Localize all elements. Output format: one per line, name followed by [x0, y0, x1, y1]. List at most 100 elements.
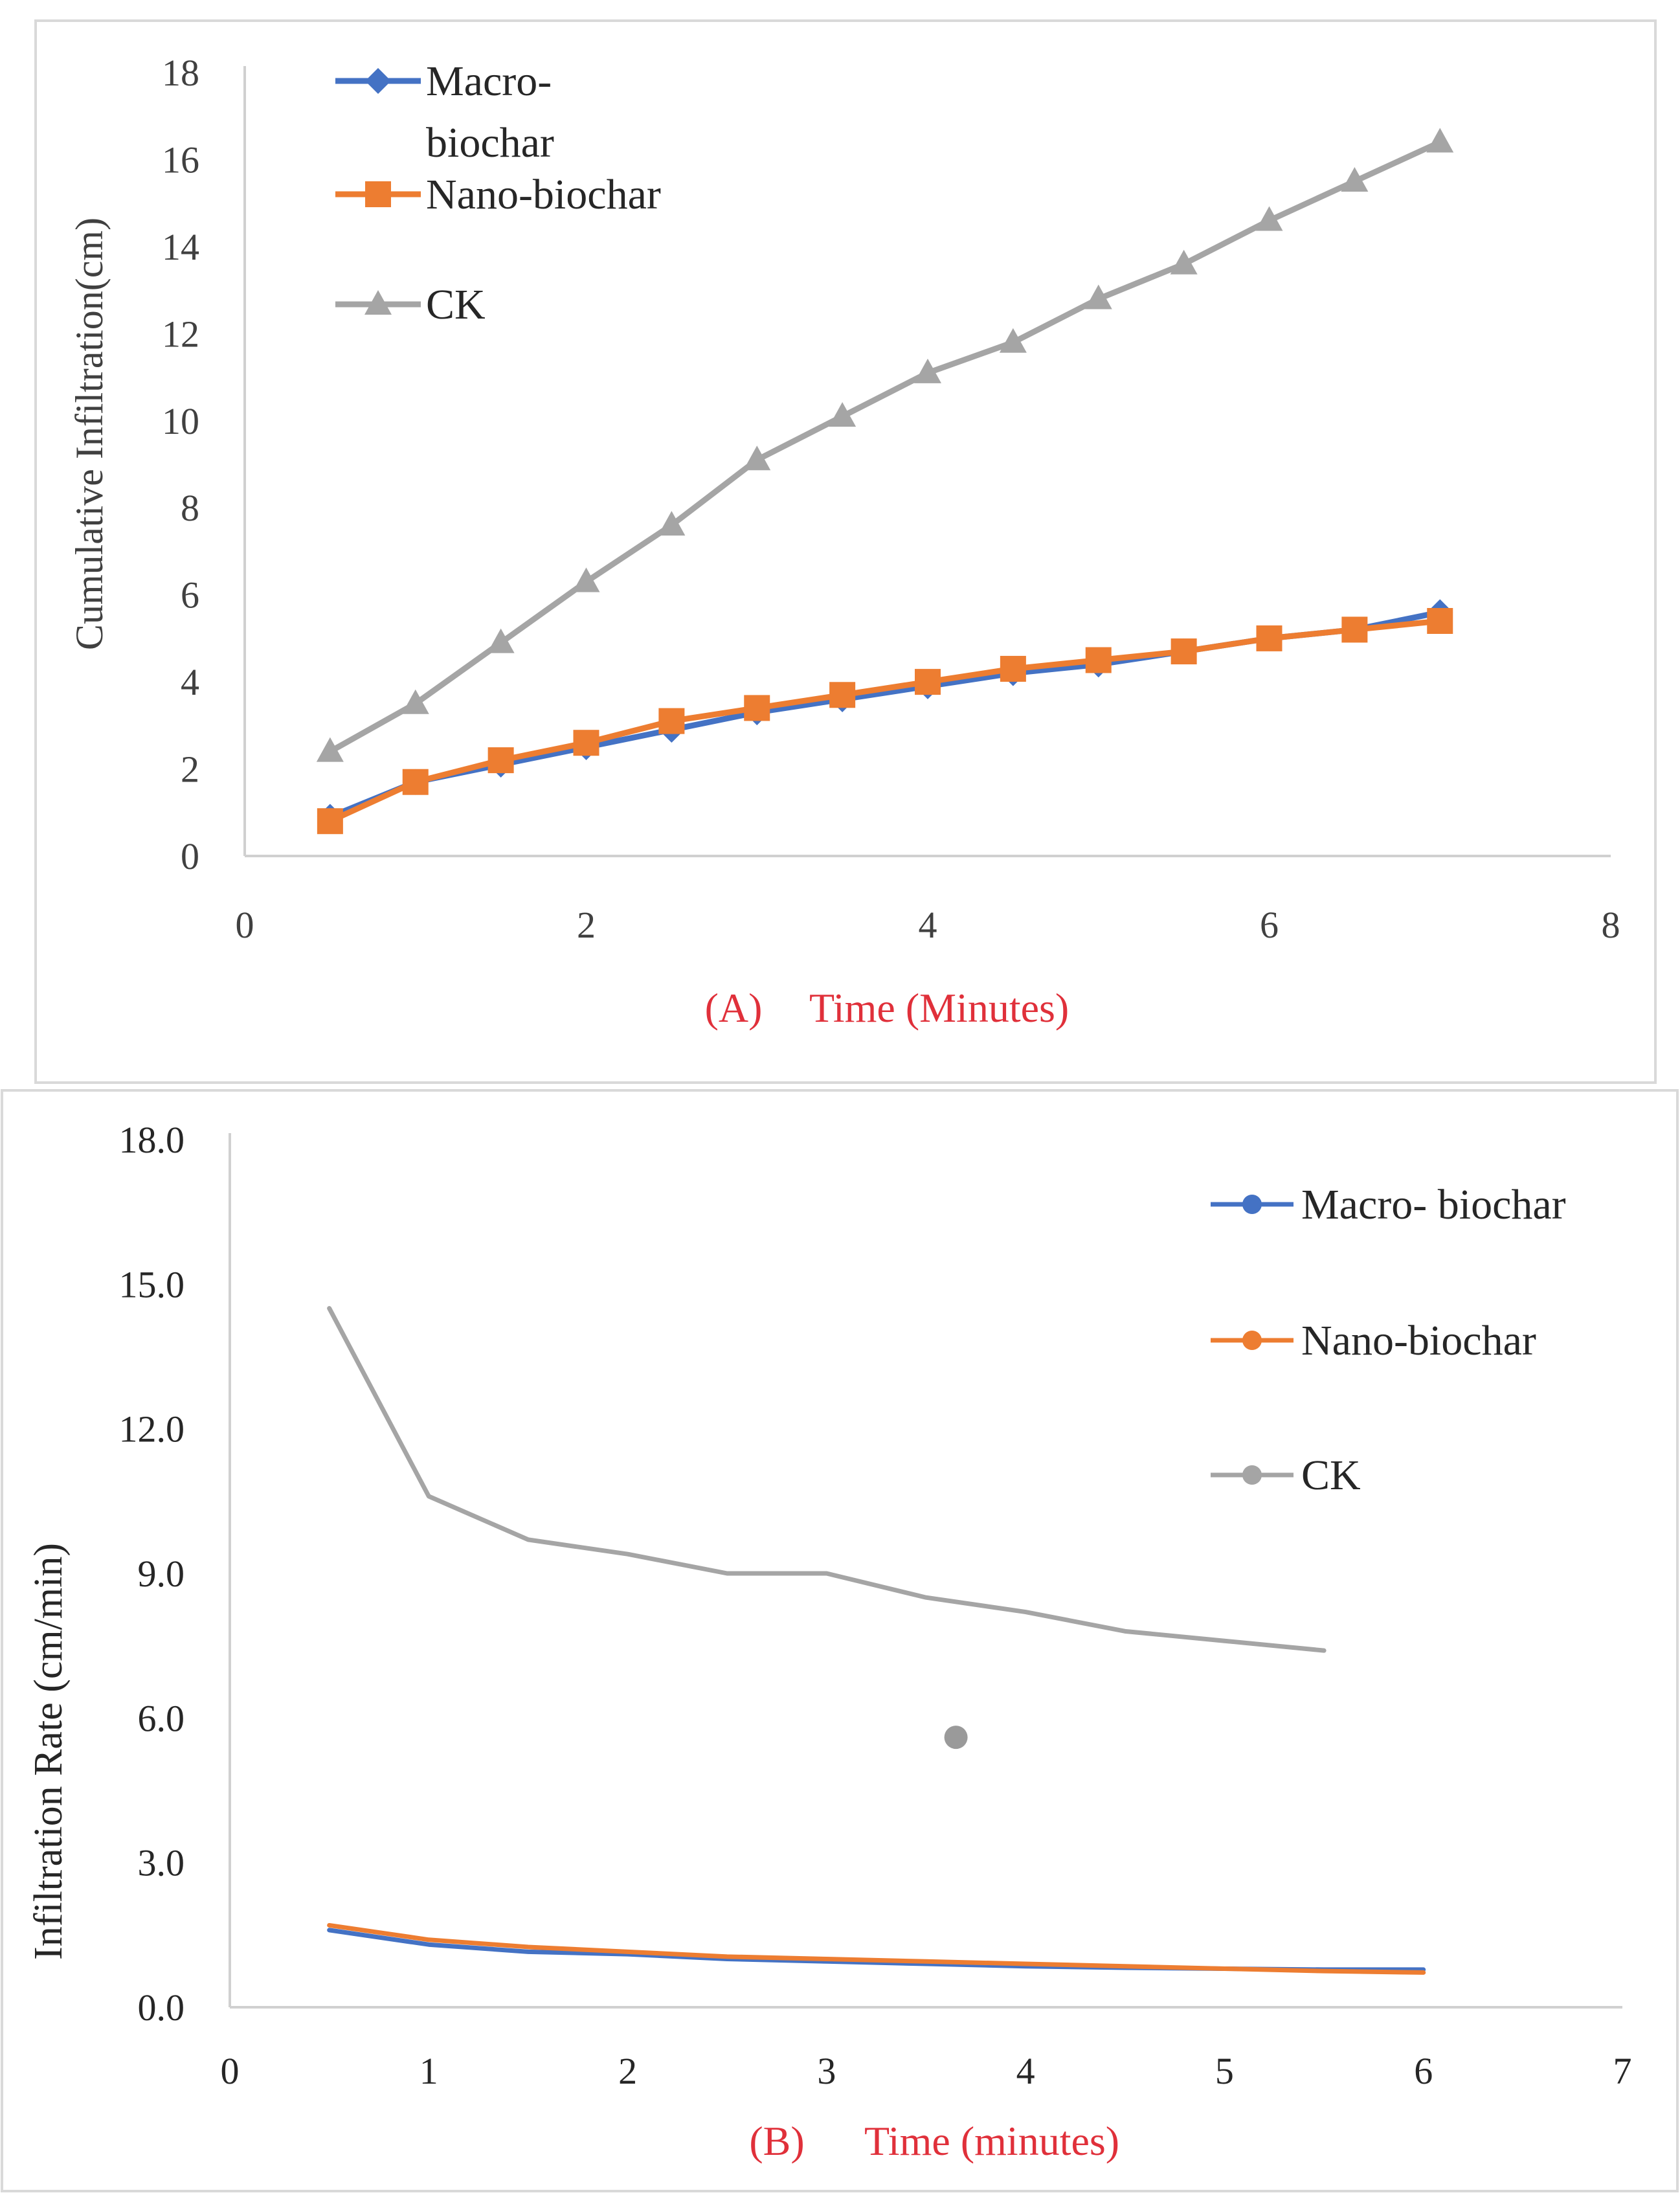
chart-a-point-nano-biochar — [1341, 616, 1368, 643]
chart-b-legend: Macro- biochar Nano-biochar CK — [1211, 1181, 1566, 1499]
chart-a-point-nano-biochar — [402, 769, 429, 795]
chart-a-point-ck — [829, 402, 857, 427]
chart-a-point-nano-biochar — [573, 730, 599, 756]
chart-b-x-tick-label: 7 — [1613, 2050, 1632, 2092]
chart-b-legend-label: CK — [1301, 1452, 1361, 1499]
chart-b-legend-label: Macro- biochar — [1301, 1181, 1566, 1228]
chart-a-point-ck — [401, 689, 429, 714]
chart-a-point-ck — [1084, 284, 1112, 310]
chart-a-legend-label: Macro- — [426, 58, 552, 105]
chart-a-legend-item-ck: CK — [335, 281, 486, 328]
chart-a-y-tick-label: 2 — [181, 749, 199, 791]
chart-b-y-tick-label: 18.0 — [119, 1119, 185, 1161]
chart-b-line-nano-biochar — [327, 1922, 1426, 1975]
chart-a: 0 2 4 6 8 10 12 14 16 18 0 2 4 6 8 Macro-biochar Nano-b… — [34, 19, 1657, 1084]
chart-a-point-nano-biochar — [829, 682, 856, 708]
chart-b-legend-swatch-marker — [1242, 1465, 1262, 1485]
chart-b-point-ck — [944, 1726, 968, 1750]
chart-b-axes: 0.0 3.0 6.0 9.0 12.0 15.0 18.0 0 1 2 3 4 5 6 7 — [119, 1119, 1632, 2092]
chart-a-series-nano-biochar — [317, 608, 1453, 835]
chart-b-x-tick-label: 2 — [618, 2050, 637, 2092]
chart-b: 0.0 3.0 6.0 9.0 12.0 15.0 18.0 0 1 2 3 4 5 6 7 Macro- … — [1, 1089, 1679, 2192]
chart-a-legend-label: biochar — [426, 119, 554, 166]
chart-a-point-nano-biochar — [744, 695, 770, 721]
chart-b-x-tick-label: 6 — [1414, 2050, 1433, 2092]
chart-a-point-ck — [1170, 249, 1198, 275]
chart-a-legend-item-nano-biochar: Nano-biochar — [335, 171, 661, 218]
chart-a-point-ck — [914, 358, 941, 383]
chart-a-x-tick-label: 0 — [236, 904, 254, 946]
chart-a-y-tick-label: 0 — [181, 835, 199, 877]
chart-a-x-tick-label: 6 — [1260, 904, 1279, 946]
chart-b-y-tick-label: 12.0 — [119, 1408, 185, 1450]
chart-a-point-ck — [743, 445, 771, 471]
chart-a-y-tick-label: 6 — [181, 574, 199, 616]
chart-b-legend-item-macro-biochar: Macro- biochar — [1211, 1181, 1566, 1228]
panel-a: 0 2 4 6 8 10 12 14 16 18 0 2 4 6 8 Macro-biochar Nano-b… — [0, 0, 1680, 1088]
chart-a-frame — [34, 19, 1657, 1084]
chart-a-line-nano-biochar — [327, 618, 1443, 824]
chart-a-legend-label: Nano-biochar — [426, 171, 661, 218]
chart-b-series — [327, 1306, 1426, 1975]
chart-b-y-tick-label: 3.0 — [138, 1842, 185, 1884]
chart-a-xlabel: Time (Minutes) — [809, 985, 1069, 1031]
chart-a-panel-label: (A) — [705, 985, 763, 1031]
chart-b-ylabel: Infiltration Rate (cm/min) — [27, 1543, 71, 1960]
chart-a-point-nano-biochar — [1256, 625, 1282, 651]
chart-b-xlabel: Time (minutes) — [864, 2118, 1119, 2164]
chart-a-y-tick-label: 4 — [181, 661, 199, 703]
chart-a-point-ck — [487, 628, 515, 653]
chart-a-point-nano-biochar — [1427, 608, 1453, 634]
chart-a-point-ck — [572, 567, 600, 592]
chart-a-point-nano-biochar — [1000, 655, 1026, 682]
chart-a-y-tick-label: 14 — [162, 226, 199, 268]
chart-b-frame — [1, 1089, 1679, 2192]
chart-a-x-tick-label: 2 — [577, 904, 596, 946]
chart-a-legend-swatch-marker — [365, 68, 391, 94]
chart-a-x-tick-label: 8 — [1602, 904, 1620, 946]
chart-a-point-nano-biochar — [317, 808, 343, 835]
chart-a-y-tick-label: 8 — [181, 487, 199, 529]
chart-a-y-tick-label: 16 — [162, 139, 199, 181]
chart-a-series — [316, 128, 1454, 835]
chart-b-legend-swatch-marker — [1242, 1195, 1262, 1214]
chart-a-legend-item-macro-biochar: Macro-biochar — [335, 58, 554, 166]
chart-a-ylabel: Cumulative Infiltration(cm) — [68, 218, 111, 650]
chart-b-series-nano-biochar — [327, 1922, 1426, 1975]
chart-a-point-nano-biochar — [1170, 638, 1197, 665]
chart-a-point-ck — [1341, 167, 1369, 192]
chart-a-point-ck — [316, 737, 344, 762]
chart-a-legend-label: CK — [426, 281, 486, 328]
chart-b-y-tick-label: 0.0 — [138, 1987, 185, 2029]
chart-a-y-tick-label: 18 — [162, 52, 199, 94]
chart-b-y-tick-label: 15.0 — [119, 1263, 185, 1305]
chart-b-panel-label: (B) — [749, 2118, 804, 2164]
panel-b: 0.0 3.0 6.0 9.0 12.0 15.0 18.0 0 1 2 3 4 5 6 7 Macro- … — [0, 1088, 1680, 2195]
chart-a-axes: 0 2 4 6 8 10 12 14 16 18 0 2 4 6 8 — [162, 52, 1620, 946]
chart-a-point-ck — [1426, 128, 1454, 153]
chart-a-point-ck — [1255, 206, 1283, 231]
chart-a-legend: Macro-biochar Nano-biochar CK — [335, 58, 661, 328]
chart-b-x-tick-label: 1 — [420, 2050, 438, 2092]
chart-b-legend-label: Nano-biochar — [1301, 1317, 1536, 1364]
chart-a-legend-swatch-marker — [364, 290, 392, 315]
chart-b-x-tick-label: 0 — [221, 2050, 240, 2092]
chart-a-y-tick-label: 12 — [162, 313, 199, 355]
chart-a-point-nano-biochar — [658, 708, 685, 734]
chart-b-legend-item-nano-biochar: Nano-biochar — [1211, 1317, 1536, 1364]
chart-a-point-nano-biochar — [487, 747, 514, 774]
chart-b-series-ck — [327, 1306, 1327, 1750]
chart-a-point-nano-biochar — [915, 669, 941, 695]
chart-a-point-ck — [658, 511, 686, 536]
chart-b-x-tick-label: 4 — [1016, 2050, 1035, 2092]
chart-b-y-tick-label: 9.0 — [138, 1553, 185, 1595]
chart-b-line-ck — [327, 1306, 1327, 1653]
chart-b-x-tick-label: 3 — [817, 2050, 836, 2092]
chart-b-y-tick-label: 6.0 — [138, 1697, 185, 1739]
chart-a-y-tick-label: 10 — [162, 400, 199, 442]
chart-a-point-nano-biochar — [1085, 647, 1112, 673]
chart-b-legend-swatch-marker — [1242, 1331, 1262, 1350]
chart-a-series-ck — [316, 128, 1454, 762]
chart-a-line-ck — [327, 139, 1443, 755]
chart-b-x-tick-label: 5 — [1215, 2050, 1234, 2092]
